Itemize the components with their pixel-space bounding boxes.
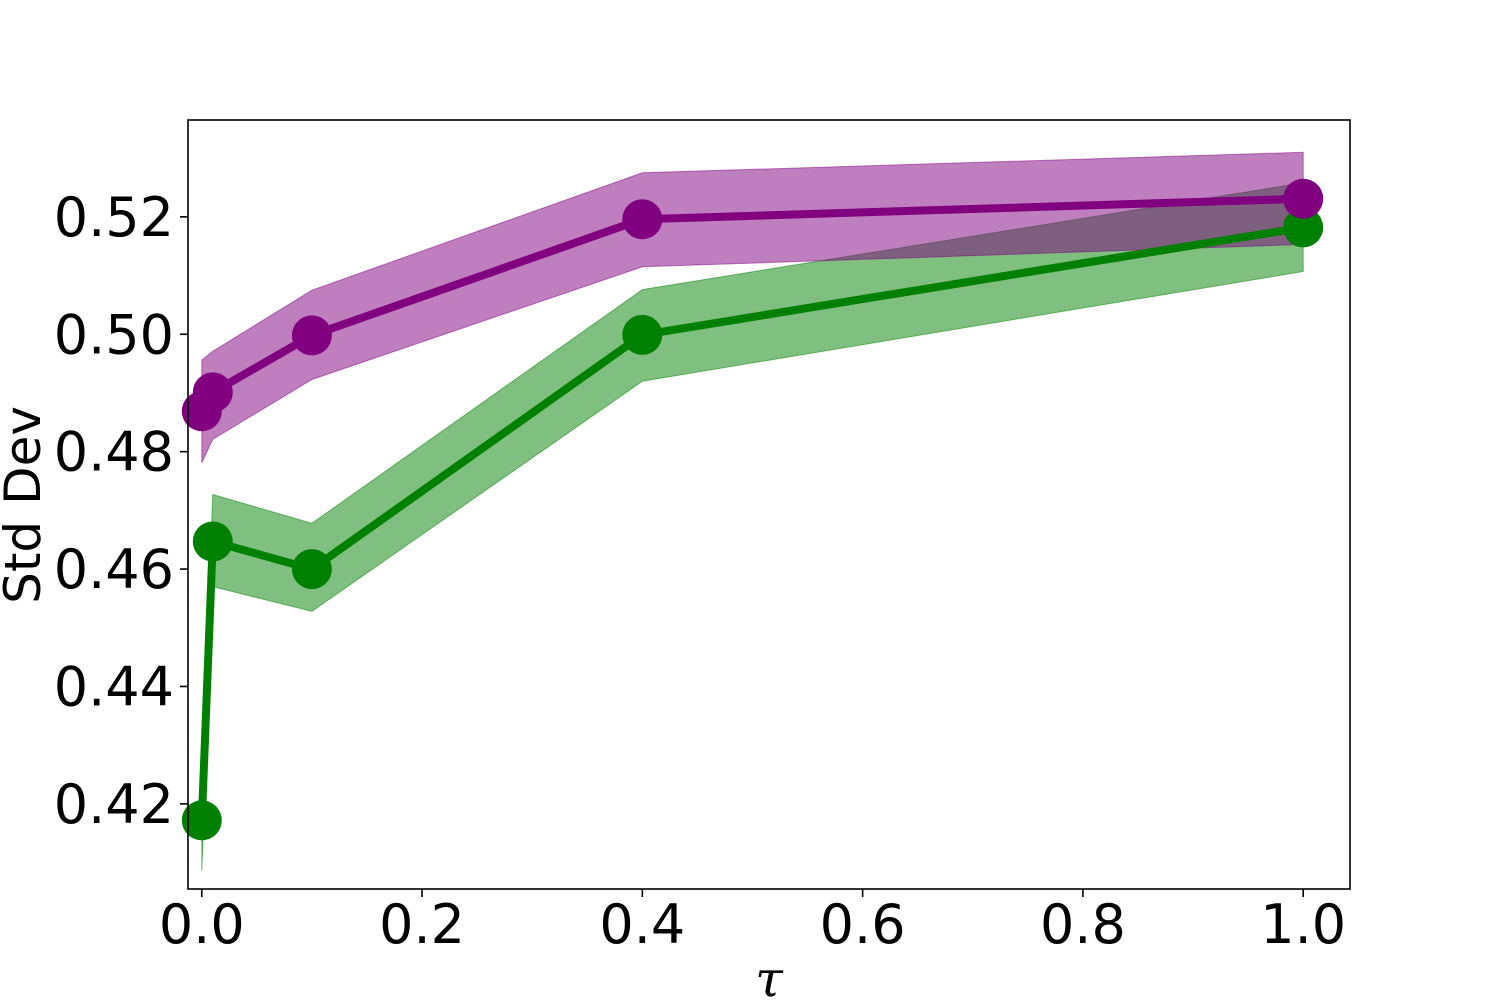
y-tick-label: 0.50 bbox=[54, 303, 174, 366]
data-point bbox=[622, 199, 663, 240]
x-axis-ticks: 0.0 0.2 0.4 0.6 0.8 1.0 bbox=[159, 889, 1346, 956]
y-axis-label: Std Dev bbox=[0, 406, 52, 604]
y-tick-label: 0.44 bbox=[54, 655, 174, 718]
data-point bbox=[192, 372, 233, 413]
y-tick-label: 0.46 bbox=[54, 538, 174, 601]
y-tick-label: 0.52 bbox=[54, 186, 174, 249]
y-tick-label: 0.42 bbox=[54, 773, 174, 836]
data-point bbox=[181, 800, 222, 841]
x-tick-label: 0.6 bbox=[820, 893, 906, 956]
data-point bbox=[291, 549, 332, 590]
data-point bbox=[192, 521, 233, 562]
plot-area-frame bbox=[187, 119, 1351, 890]
y-tick-label: 0.48 bbox=[54, 421, 174, 484]
data-point bbox=[622, 314, 663, 355]
confidence-bands bbox=[201, 151, 1304, 871]
x-tick-label: 1.0 bbox=[1260, 893, 1346, 956]
x-tick-label: 0.0 bbox=[159, 893, 245, 956]
x-axis-label: τ bbox=[755, 950, 784, 1000]
data-point bbox=[291, 315, 332, 356]
x-tick-label: 0.2 bbox=[379, 893, 465, 956]
data-point bbox=[1283, 178, 1324, 219]
x-tick-label: 0.4 bbox=[599, 893, 685, 956]
y-axis-ticks: 0.42 0.44 0.46 0.48 0.50 0.52 bbox=[54, 186, 188, 836]
data-point bbox=[1283, 207, 1324, 248]
series-points bbox=[181, 178, 1324, 841]
x-tick-label: 0.8 bbox=[1040, 893, 1126, 956]
